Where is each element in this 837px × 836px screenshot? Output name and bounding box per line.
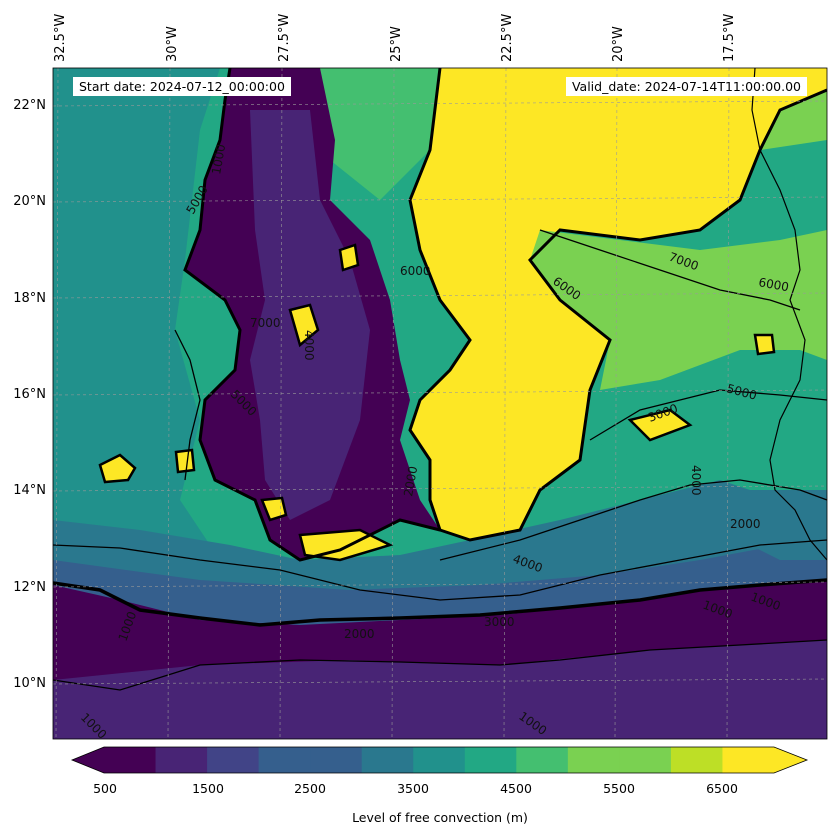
colorbar-segment [258,747,311,773]
contour-thick-central [183,68,441,562]
lon-label: 32.5°W [53,13,68,62]
contour-1000-south [53,639,827,691]
colorbar-segment [104,747,157,773]
colorbar-tick-label: 1500 [192,781,224,796]
contour-label: 7000 [250,316,281,330]
colorbar-segment [516,747,569,773]
lat-label: 20°N [13,194,46,209]
blob-yellow-6 [627,408,693,442]
colorbar-tick-label: 3500 [397,781,429,796]
colorbar-tick-label: 6500 [706,781,738,796]
lat-label: 18°N [13,291,46,306]
region-west-teal [53,68,220,560]
region-east-yellow [410,68,827,540]
lon-label: 25°W [389,26,404,62]
colorbar-title: Level of free convection (m) [352,810,528,825]
contour-label: 2000 [401,465,420,498]
contour-thick-east [408,68,827,542]
contour-4000-band [439,479,827,561]
colorbar-under-arrow [72,747,104,773]
colorbar-segment [567,747,620,773]
lat-label: 12°N [13,580,46,595]
contour-thick-south [53,578,827,627]
contour-label: 4000 [302,330,316,361]
lon-label: 22.5°W [500,13,515,62]
blob-yellow-5 [338,243,360,272]
colorbar [70,746,809,774]
colorbar-tick-label: 500 [93,781,117,796]
colorbar-segment [207,747,260,773]
blob-yellow-8 [174,448,196,474]
blob-yellow-1 [98,453,137,484]
lon-label: 20°W [611,26,626,62]
contour-label: 2000 [730,517,761,531]
start-date-label: Start date: 2024-07-12_00:00:00 [73,77,291,96]
contour-label: 4000 [689,465,703,496]
colorbar-segment [361,747,414,773]
contour-label: 2000 [344,627,375,641]
colorbar-segment [413,747,466,773]
blob-yellow-7 [753,333,776,356]
blob-yellow-2 [260,496,288,522]
colorbar-over-arrow [774,747,807,773]
coastline [751,68,827,561]
lon-label: 27.5°W [277,13,292,62]
colorbar-tick-label: 2500 [294,781,326,796]
blob-yellow-4 [288,303,320,348]
colorbar-tick-label: 4500 [500,781,532,796]
contour-5000-west [174,329,201,481]
colorbar-tick-label: 5500 [603,781,635,796]
graticule [53,68,827,739]
colorbar-segment [619,747,672,773]
contour-6000-east [539,229,801,311]
colorbar-outline [70,746,809,774]
map-frame [52,67,828,740]
lat-label: 16°N [13,387,46,402]
lon-label: 30°W [165,26,180,62]
lat-label: 14°N [13,483,46,498]
map-area: 1000 1000 2000 3000 4000 5000 6000 7000 … [53,68,827,739]
colorbar-segment [670,747,723,773]
lon-label: 17.5°W [722,13,737,62]
lat-label: 10°N [13,676,46,691]
colorbar-segment [155,747,208,773]
contour-3000-band [53,539,827,601]
colorbar-segment [310,747,363,773]
contour-label: 6000 [400,264,431,278]
contour-5000-east [589,389,827,441]
contour-label: 1000 [209,143,228,176]
colorbar-segment [464,747,517,773]
colorbar-segment [722,747,775,773]
contour-lines [53,68,827,691]
contour-label: 6000 [757,275,790,294]
region-east-teal [590,350,827,500]
contour-label: 3000 [484,615,515,629]
lat-label: 22°N [13,98,46,113]
valid-date-label: Valid_date: 2024-07-14T11:00:00.00 [565,77,807,96]
region-south-purple-2 [53,640,827,739]
region-east-blue [730,490,827,560]
